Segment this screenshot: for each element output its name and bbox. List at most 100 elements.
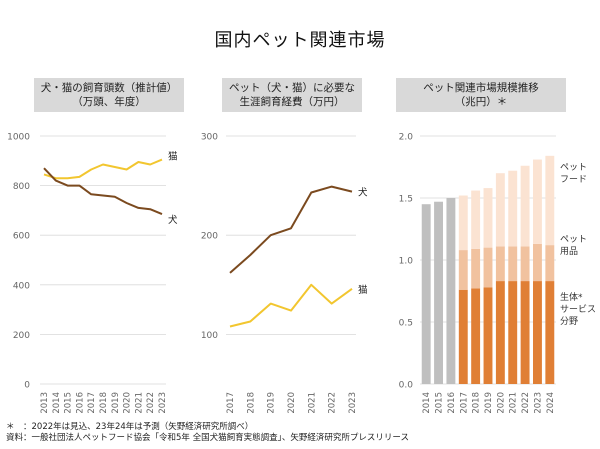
- y-tick-label: 200: [13, 331, 30, 341]
- x-tick-label: 2022: [521, 392, 531, 414]
- x-tick-label: 2019: [484, 392, 494, 414]
- series-label: 猫: [168, 151, 178, 163]
- panel3-subtitle: （兆円）＊: [454, 96, 508, 108]
- series-label: 犬: [168, 214, 178, 226]
- bar-segment-2: [508, 170, 518, 247]
- bar-segment-2: [471, 190, 481, 249]
- y-tick-label: 0: [24, 381, 30, 391]
- series-label: フード: [560, 175, 587, 185]
- bar-segment-2: [495, 173, 505, 247]
- x-tick-label: 2013: [40, 392, 50, 414]
- bar-segment-0: [458, 289, 468, 384]
- x-tick-label: 2017: [459, 392, 469, 414]
- bar-total: [446, 198, 456, 384]
- x-tick-label: 2020: [496, 392, 506, 414]
- bar-segment-0: [483, 287, 493, 384]
- x-tick-label: 2021: [134, 392, 144, 414]
- bar-segment-0: [495, 281, 505, 384]
- panel3-header: ペット関連市場規模推移 （兆円）＊: [396, 78, 566, 112]
- footnotes: ＊ ：2022年は見込、23年24年は予測（矢野経済研究所調べ） 資料：一般社団…: [6, 422, 409, 444]
- bar-segment-2: [458, 195, 468, 251]
- panel2-title: ペット（犬・猫）に必要な: [229, 82, 355, 94]
- x-tick-label: 2022: [146, 392, 156, 414]
- x-tick-label: 2021: [307, 392, 317, 414]
- x-tick-label: 2023: [533, 392, 543, 414]
- x-tick-label: 2022: [328, 392, 338, 414]
- panel2-header: ペット（犬・猫）に必要な 生涯飼育経費（万円）: [222, 78, 362, 112]
- x-tick-label: 2021: [509, 392, 519, 414]
- series-label: 犬: [358, 187, 368, 199]
- footnote-source: 資料：一般社団法人ペットフード協会「令和5年 全国犬猫飼育実態調査」、矢野経済研…: [6, 433, 409, 443]
- series-label: サービス: [560, 304, 596, 315]
- panel1-header: 犬・猫の飼育頭数（推計値） （万頭、年度）: [34, 78, 184, 112]
- series-label: 分野: [560, 316, 578, 327]
- x-tick-label: 2020: [287, 392, 297, 414]
- bar-segment-1: [483, 247, 493, 288]
- y-tick-label: 600: [13, 232, 30, 242]
- bar-segment-0: [545, 281, 555, 384]
- x-tick-label: 2024: [546, 392, 556, 414]
- series-line-0: [43, 158, 163, 180]
- bar-segment-1: [508, 246, 518, 282]
- footnote-forecast: ＊ ：2022年は見込、23年24年は予測（矢野経済研究所調べ）: [6, 422, 254, 432]
- x-tick-label: 2016: [447, 392, 457, 414]
- series-label: ペット: [560, 235, 587, 245]
- bar-segment-2: [533, 159, 542, 244]
- bar-segment-1: [471, 248, 481, 289]
- y-tick-label: 1.5: [399, 195, 413, 205]
- panel2-subtitle: 生涯飼育経費（万円）: [239, 96, 345, 108]
- panel1-title: 犬・猫の飼育頭数（推計値）: [40, 82, 178, 94]
- bar-segment-0: [471, 288, 481, 384]
- x-tick-label: 2018: [472, 392, 482, 414]
- x-tick-label: 2019: [111, 392, 121, 414]
- y-tick-label: 400: [13, 281, 30, 291]
- x-tick-label: 2017: [87, 392, 97, 414]
- y-tick-label: 800: [13, 182, 30, 192]
- bar-segment-0: [508, 281, 518, 384]
- series-line-0: [229, 185, 353, 274]
- x-tick-label: 2019: [267, 392, 277, 414]
- bar-segment-1: [458, 250, 468, 290]
- panel1-subtitle: （万頭、年度）: [72, 96, 146, 108]
- y-tick-label: 100: [201, 331, 218, 341]
- bar-segment-2: [483, 188, 493, 248]
- bar-segment-0: [520, 281, 530, 384]
- x-tick-label: 2018: [99, 392, 109, 414]
- series-label: 用品: [560, 246, 578, 257]
- bar-segment-0: [533, 281, 542, 384]
- x-tick-label: 2017: [226, 392, 236, 414]
- y-tick-label: 0.0: [399, 381, 414, 391]
- bar-segment-2: [520, 165, 530, 247]
- y-tick-label: 1000: [7, 133, 30, 143]
- x-tick-label: 2016: [75, 392, 85, 414]
- chart2-lifetime-cost: 100 200 300 犬猫 2017 2018 2019 2020 2021 2022 2023: [201, 133, 368, 414]
- x-tick-label: 2014: [52, 392, 62, 414]
- page-title: 国内ペット関連市場: [214, 30, 386, 51]
- x-tick-label: 2020: [123, 392, 133, 414]
- series-label: 生体*: [560, 291, 583, 303]
- y-tick-label: 2.0: [399, 133, 414, 143]
- bar-total: [421, 204, 431, 384]
- bar-segment-2: [545, 155, 555, 246]
- bar-segment-1: [495, 246, 505, 282]
- x-tick-label: 2015: [64, 392, 74, 414]
- series-label: 猫: [358, 284, 368, 296]
- y-tick-label: 200: [201, 232, 218, 242]
- y-tick-label: 0.5: [399, 319, 413, 329]
- x-tick-label: 2014: [422, 392, 432, 414]
- y-tick-label: 1.0: [399, 257, 414, 267]
- series-line-1: [229, 283, 353, 328]
- bar-total: [434, 201, 443, 384]
- series-line-1: [43, 167, 163, 216]
- bar-segment-1: [545, 245, 555, 282]
- x-tick-label: 2023: [158, 392, 168, 414]
- series-label: ペット: [560, 163, 587, 173]
- x-tick-label: 2015: [435, 392, 445, 414]
- panel3-title: ペット関連市場規模推移: [423, 82, 539, 94]
- bar-segment-1: [520, 246, 530, 282]
- y-tick-label: 300: [201, 133, 218, 143]
- x-tick-label: 2023: [348, 392, 358, 414]
